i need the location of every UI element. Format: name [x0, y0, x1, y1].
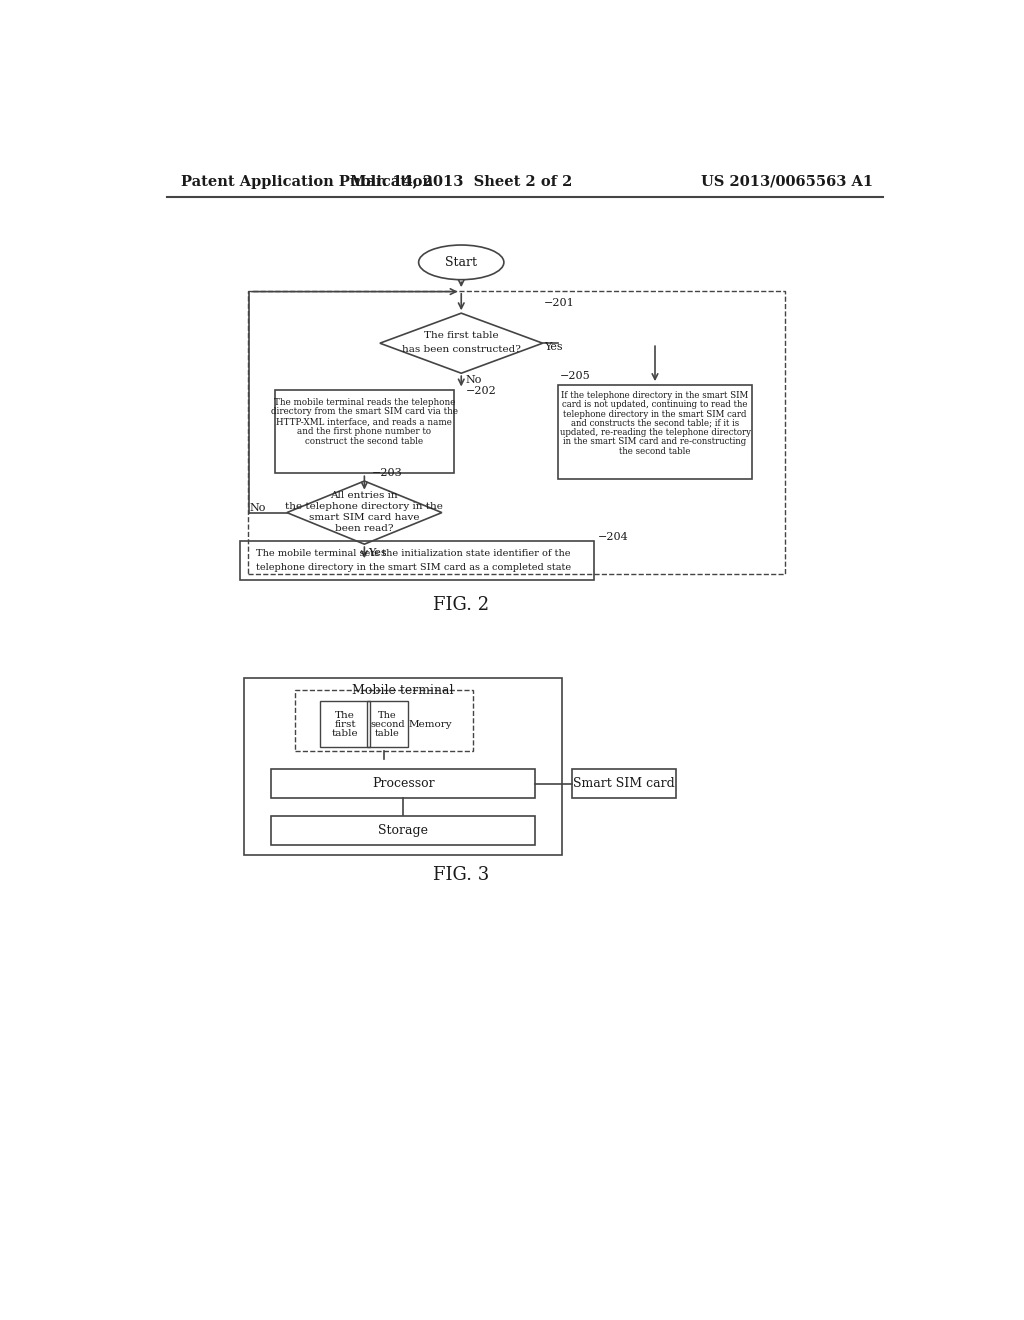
- Text: Memory: Memory: [409, 719, 452, 729]
- Text: Processor: Processor: [372, 777, 434, 791]
- Bar: [368, 701, 408, 747]
- Text: telephone directory in the smart SIM card: telephone directory in the smart SIM car…: [563, 409, 746, 418]
- Text: second: second: [371, 719, 404, 729]
- Text: −201: −201: [544, 298, 574, 308]
- Text: card is not updated, continuing to read the: card is not updated, continuing to read …: [562, 400, 748, 409]
- Text: Start: Start: [445, 256, 477, 269]
- Text: telephone directory in the smart SIM card as a completed state: telephone directory in the smart SIM car…: [256, 562, 570, 572]
- Text: US 2013/0065563 A1: US 2013/0065563 A1: [700, 174, 872, 189]
- Text: Mar. 14, 2013  Sheet 2 of 2: Mar. 14, 2013 Sheet 2 of 2: [350, 174, 572, 189]
- Text: been read?: been read?: [335, 524, 393, 533]
- Text: No: No: [466, 375, 482, 385]
- Text: The: The: [335, 710, 355, 719]
- Bar: [295, 689, 473, 751]
- Text: the telephone directory in the: the telephone directory in the: [286, 502, 443, 511]
- Bar: [319, 701, 371, 747]
- Text: The mobile terminal sets the initialization state identifier of the: The mobile terminal sets the initializat…: [256, 549, 570, 558]
- Text: Smart SIM card: Smart SIM card: [573, 777, 675, 791]
- Text: HTTP-XML interface, and reads a name: HTTP-XML interface, and reads a name: [276, 417, 453, 426]
- Text: No: No: [250, 503, 266, 513]
- Text: table: table: [375, 729, 400, 738]
- Text: smart SIM card have: smart SIM card have: [309, 513, 420, 523]
- Bar: [245, 678, 562, 855]
- Text: table: table: [332, 729, 358, 738]
- Text: −204: −204: [598, 532, 629, 543]
- Text: −202: −202: [466, 385, 497, 396]
- Text: and the first phone number to: and the first phone number to: [297, 428, 431, 436]
- Text: FIG. 2: FIG. 2: [433, 597, 489, 614]
- Bar: [248, 290, 785, 574]
- Text: All entries in: All entries in: [331, 491, 398, 500]
- Text: FIG. 3: FIG. 3: [433, 866, 489, 883]
- Text: has been constructed?: has been constructed?: [401, 345, 520, 354]
- Text: in the smart SIM card and re-constructing: in the smart SIM card and re-constructin…: [563, 437, 746, 446]
- Bar: [275, 391, 454, 474]
- Text: Storage: Storage: [378, 824, 428, 837]
- Bar: [271, 816, 535, 845]
- Text: directory from the smart SIM card via the: directory from the smart SIM card via th…: [271, 408, 458, 416]
- Text: Patent Application Publication: Patent Application Publication: [180, 174, 433, 189]
- Bar: [558, 385, 752, 479]
- Text: updated, re-reading the telephone directory: updated, re-reading the telephone direct…: [559, 428, 751, 437]
- Bar: [241, 541, 594, 579]
- Text: Yes: Yes: [369, 548, 387, 557]
- Text: the second table: the second table: [620, 446, 691, 455]
- Text: −205: −205: [560, 371, 591, 381]
- Text: construct the second table: construct the second table: [305, 437, 424, 446]
- Text: first: first: [334, 719, 355, 729]
- Text: The first table: The first table: [424, 331, 499, 341]
- Text: Mobile terminal: Mobile terminal: [352, 684, 454, 697]
- Text: Yes: Yes: [544, 342, 563, 352]
- Text: The: The: [378, 710, 397, 719]
- Text: and constructs the second table; if it is: and constructs the second table; if it i…: [570, 418, 739, 428]
- Bar: [571, 770, 676, 799]
- Text: The mobile terminal reads the telephone: The mobile terminal reads the telephone: [273, 399, 455, 407]
- Text: If the telephone directory in the smart SIM: If the telephone directory in the smart …: [561, 391, 749, 400]
- Bar: [271, 770, 535, 799]
- Text: −203: −203: [372, 467, 402, 478]
